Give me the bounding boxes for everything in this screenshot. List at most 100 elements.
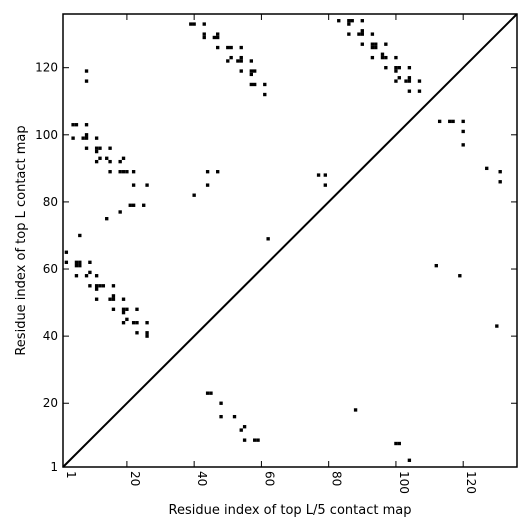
upper-contact-point bbox=[121, 170, 126, 174]
upper-contact-point bbox=[249, 82, 253, 87]
lower-contact-point bbox=[239, 428, 243, 432]
upper-contact-point bbox=[407, 89, 412, 93]
upper-contact-point bbox=[263, 92, 267, 97]
upper-contact-point bbox=[263, 82, 267, 87]
upper-contact-point bbox=[360, 32, 364, 36]
upper-contact-point bbox=[407, 76, 412, 80]
upper-contact-point bbox=[337, 19, 341, 23]
lower-contact-point bbox=[394, 441, 398, 446]
lower-contact-point bbox=[437, 119, 442, 124]
lower-contact-point bbox=[461, 129, 465, 134]
upper-contact-point bbox=[145, 183, 149, 187]
upper-contact-point bbox=[98, 284, 102, 288]
upper-contact-point bbox=[105, 217, 109, 221]
upper-contact-point bbox=[360, 29, 364, 33]
upper-contact-point bbox=[111, 294, 116, 298]
upper-contact-point bbox=[370, 32, 375, 36]
upper-contact-point bbox=[111, 297, 116, 301]
upper-contact-point bbox=[347, 19, 351, 23]
lower-contact-point bbox=[219, 401, 223, 405]
upper-contact-point bbox=[202, 22, 206, 26]
upper-contact-point bbox=[125, 170, 129, 174]
upper-contact-point bbox=[78, 260, 82, 264]
lower-contact-point bbox=[434, 263, 438, 268]
diagonal-line bbox=[62, 13, 518, 468]
upper-contact-point bbox=[78, 263, 82, 268]
upper-contact-point bbox=[192, 193, 196, 197]
lower-contact-point bbox=[498, 170, 502, 174]
upper-contact-point bbox=[216, 45, 220, 50]
upper-contact-point bbox=[397, 76, 401, 80]
upper-contact-point bbox=[111, 307, 116, 311]
upper-contact-point bbox=[108, 159, 112, 164]
y-axis-label: Residue index of top L contact map bbox=[14, 125, 29, 355]
y-tick-label: 40 bbox=[43, 329, 58, 343]
upper-contact-point bbox=[239, 69, 243, 73]
upper-contact-point bbox=[394, 79, 398, 83]
lower-contact-point bbox=[451, 119, 455, 124]
upper-contact-point bbox=[347, 22, 351, 26]
upper-contact-point bbox=[226, 45, 230, 50]
lower-contact-point bbox=[323, 183, 327, 187]
upper-contact-point bbox=[212, 35, 217, 40]
upper-contact-point bbox=[142, 203, 146, 207]
upper-contact-point bbox=[131, 183, 136, 187]
lower-contact-point bbox=[219, 414, 223, 419]
upper-contact-point bbox=[384, 66, 388, 70]
upper-contact-point bbox=[84, 274, 89, 278]
upper-contact-point bbox=[380, 52, 385, 56]
x-axis-ticks: 1 20 40 60 80 100 120 bbox=[62, 14, 478, 494]
lower-contact-point bbox=[316, 173, 321, 177]
lower-contact-point bbox=[253, 438, 257, 442]
y-tick-label: 100 bbox=[35, 128, 58, 142]
upper-contact-point bbox=[131, 170, 136, 174]
lower-contact-point bbox=[323, 173, 327, 177]
x-tick-label: 20 bbox=[128, 471, 142, 486]
y-tick-label: 20 bbox=[43, 396, 58, 410]
upper-contact-point bbox=[94, 274, 99, 278]
lower-contact-point bbox=[498, 180, 502, 184]
upper-contact-point bbox=[135, 307, 139, 311]
upper-contact-point bbox=[404, 79, 408, 83]
upper-contact-point bbox=[74, 260, 79, 264]
upper-contact-point bbox=[370, 42, 375, 46]
lower-contact-point bbox=[256, 438, 260, 442]
upper-contact-point bbox=[94, 136, 99, 140]
upper-contact-point bbox=[145, 321, 149, 325]
upper-contact-point bbox=[84, 146, 89, 150]
upper-contact-point bbox=[229, 45, 233, 50]
upper-contact-point bbox=[131, 321, 136, 325]
upper-contact-point bbox=[394, 55, 398, 60]
lower-contact-point bbox=[448, 119, 452, 124]
upper-contact-point bbox=[394, 66, 398, 70]
upper-contact-point bbox=[121, 307, 126, 311]
lower-contact-point bbox=[242, 438, 247, 442]
data-marks bbox=[64, 19, 502, 462]
upper-contact-point bbox=[407, 66, 412, 70]
upper-contact-point bbox=[360, 42, 364, 46]
upper-contact-point bbox=[384, 42, 388, 46]
upper-contact-point bbox=[384, 55, 388, 60]
upper-contact-point bbox=[74, 123, 79, 127]
lower-contact-point bbox=[209, 391, 213, 395]
upper-contact-point bbox=[216, 35, 220, 40]
upper-contact-point bbox=[370, 55, 375, 60]
upper-contact-point bbox=[229, 55, 233, 60]
upper-contact-point bbox=[417, 79, 422, 83]
upper-contact-point bbox=[253, 69, 257, 73]
y-tick-label: 120 bbox=[35, 61, 58, 75]
upper-contact-point bbox=[84, 69, 89, 73]
upper-contact-point bbox=[417, 89, 422, 93]
upper-contact-point bbox=[74, 274, 79, 278]
lower-contact-point bbox=[458, 274, 462, 278]
upper-contact-point bbox=[84, 123, 89, 127]
y-tick-label: 60 bbox=[43, 262, 58, 276]
y-tick-label: 1 bbox=[50, 460, 58, 474]
lower-contact-point bbox=[353, 408, 358, 412]
upper-contact-point bbox=[94, 149, 99, 154]
upper-contact-point bbox=[81, 136, 85, 140]
upper-contact-point bbox=[239, 59, 243, 63]
lower-contact-point bbox=[407, 458, 412, 462]
upper-contact-point bbox=[360, 19, 364, 23]
